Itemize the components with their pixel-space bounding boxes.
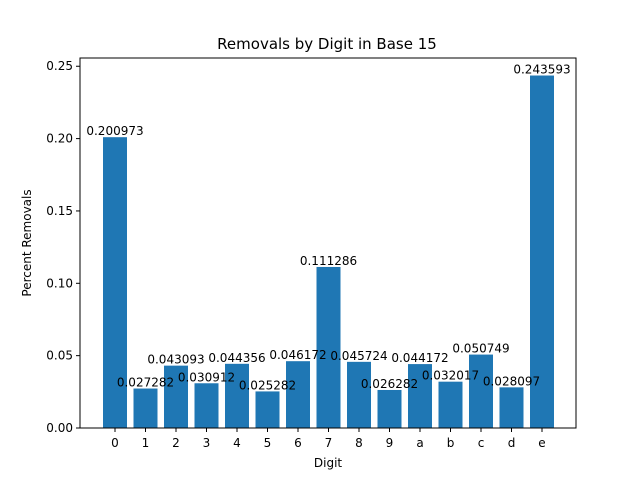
value-label-7: 0.111286 — [300, 254, 357, 268]
value-label-d: 0.028097 — [483, 374, 540, 388]
x-tick-label-1: 1 — [142, 436, 150, 450]
x-tick-label-a: a — [416, 436, 423, 450]
x-tick-label-2: 2 — [172, 436, 180, 450]
plot-frame — [79, 57, 577, 429]
x-tick-label-8: 8 — [355, 436, 363, 450]
bar-6 — [286, 361, 310, 428]
value-label-0: 0.200973 — [86, 124, 143, 138]
x-tick-label-5: 5 — [264, 436, 272, 450]
chart-title: Removals by Digit in Base 15 — [217, 35, 437, 53]
bar-3 — [194, 383, 219, 428]
bar-1 — [133, 388, 158, 428]
y-tick-label-1: 0.05 — [46, 349, 73, 363]
bar-5 — [255, 391, 280, 428]
value-label-b: 0.032017 — [422, 369, 479, 383]
y-tick-label-3: 0.15 — [46, 204, 73, 218]
value-label-5: 0.025282 — [239, 378, 296, 392]
y-axis-label: Percent Removals — [20, 189, 34, 296]
x-tick-label-3: 3 — [203, 436, 211, 450]
value-label-3: 0.030912 — [178, 370, 235, 384]
x-tick-label-e: e — [538, 436, 545, 450]
bar-9 — [377, 389, 402, 428]
value-labels-group: 0.200973 0.027282 0.043093 0.030912 0.044356… — [86, 63, 570, 393]
y-axis-ticks: 0.00 0.05 0.10 0.15 0.20 0.25 — [46, 59, 80, 435]
x-tick-label-d: d — [508, 436, 516, 450]
bar-b — [438, 381, 463, 428]
bars-group — [103, 75, 554, 429]
bar-d — [499, 387, 524, 428]
value-label-6: 0.046172 — [269, 348, 326, 362]
bar-4 — [225, 363, 249, 428]
x-tick-label-6: 6 — [294, 436, 302, 450]
x-axis-label: Digit — [314, 456, 343, 470]
value-label-9: 0.026282 — [361, 377, 418, 391]
value-label-c: 0.050749 — [452, 342, 509, 356]
x-tick-label-b: b — [447, 436, 455, 450]
x-tick-label-c: c — [478, 436, 485, 450]
x-tick-label-0: 0 — [111, 436, 119, 450]
value-label-e: 0.243593 — [513, 63, 570, 77]
value-label-a: 0.044172 — [391, 351, 448, 365]
y-tick-label-2: 0.10 — [46, 276, 73, 290]
bar-0 — [103, 137, 127, 428]
x-tick-label-9: 9 — [386, 436, 394, 450]
x-tick-label-4: 4 — [233, 436, 241, 450]
y-tick-label-4: 0.20 — [46, 132, 73, 146]
bar-a — [408, 364, 432, 428]
bar-e — [530, 75, 554, 429]
bar-2 — [164, 365, 188, 428]
value-label-2: 0.043093 — [147, 353, 204, 367]
value-label-1: 0.027282 — [117, 376, 174, 390]
bar-7 — [316, 266, 341, 428]
y-tick-label-5: 0.25 — [46, 59, 73, 73]
y-tick-label-0: 0.00 — [46, 421, 73, 435]
bar-c — [469, 354, 493, 428]
x-axis-ticks: 0 1 2 3 4 5 6 7 8 9 a b c d e — [111, 428, 546, 450]
x-tick-label-7: 7 — [325, 436, 333, 450]
value-label-4: 0.044356 — [208, 351, 265, 365]
bar-8 — [347, 361, 371, 428]
value-label-8: 0.045724 — [330, 349, 387, 363]
